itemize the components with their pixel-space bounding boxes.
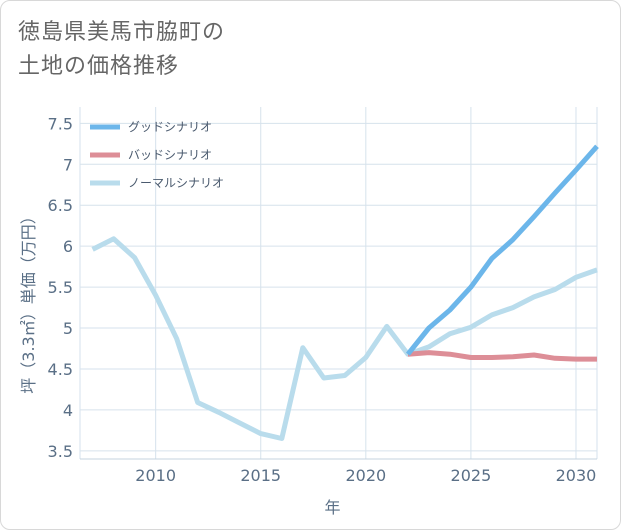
x-tick-label: 2030 bbox=[556, 466, 597, 485]
series-line-2 bbox=[91, 236, 598, 441]
y-tick-label: 5 bbox=[63, 319, 73, 338]
legend-label: グッドシナリオ bbox=[128, 120, 212, 134]
y-tick-label: 6 bbox=[63, 237, 73, 256]
legend-label: ノーマルシナリオ bbox=[128, 176, 224, 190]
legend-label: バッドシナリオ bbox=[128, 148, 212, 162]
x-axis-label: 年 bbox=[324, 498, 340, 517]
chart-title-line-1: 徳島県美馬市脇町の bbox=[18, 20, 226, 45]
chart-title: 徳島県美馬市脇町の 土地の価格推移 bbox=[18, 16, 225, 84]
x-tick-label: 2020 bbox=[345, 466, 386, 485]
y-tick-label: 7.5 bbox=[48, 114, 73, 133]
y-axis-label: 坪（3.3㎡）単価（万円） bbox=[19, 208, 38, 393]
y-tick-label: 4 bbox=[63, 401, 73, 420]
series-lines bbox=[91, 144, 599, 441]
y-tick-label: 4.5 bbox=[48, 360, 73, 379]
x-tick-label: 2025 bbox=[451, 466, 492, 485]
y-tick-label: 5.5 bbox=[48, 278, 73, 297]
y-tick-label: 6.5 bbox=[48, 196, 73, 215]
series-line-0 bbox=[405, 144, 599, 356]
y-tick-label: 3.5 bbox=[48, 442, 73, 461]
chart-title-line-2: 土地の価格推移 bbox=[18, 54, 180, 79]
axes: 3.5 4 4.5 5 5.5 6 6.5 7 7.5 2010 2015 2020 2025 2030 年… bbox=[19, 114, 596, 517]
series-line-1 bbox=[407, 350, 597, 362]
x-tick-label: 2010 bbox=[135, 466, 176, 485]
y-tick-label: 7 bbox=[63, 155, 73, 174]
x-tick-label: 2015 bbox=[240, 466, 281, 485]
